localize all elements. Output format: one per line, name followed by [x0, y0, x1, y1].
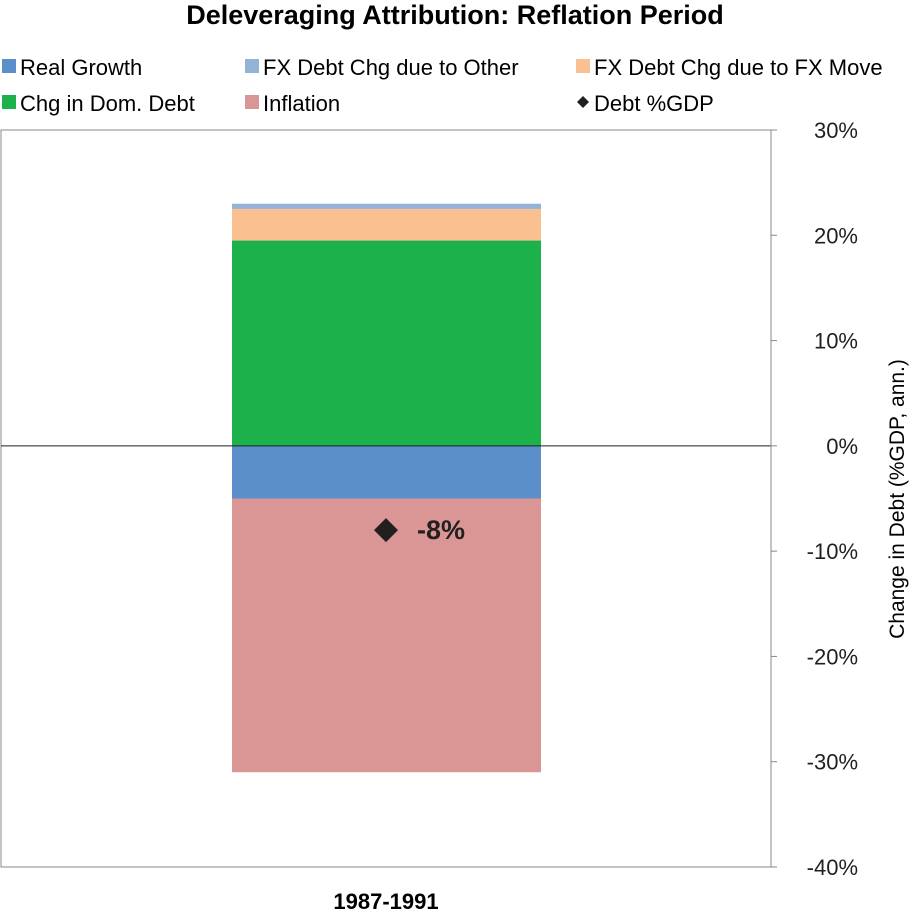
y-axis-ticks: 30% 20% 10% 0% -10% -20% -30% -40% [771, 118, 858, 880]
chart-title: Deleveraging Attribution: Reflation Peri… [186, 0, 724, 30]
debt-gdp-marker [374, 518, 398, 543]
bar-segment-chg-in-dom-debt [232, 240, 541, 446]
legend-label-inflation: Inflation [263, 91, 340, 116]
legend-label-debt-gdp: Debt %GDP [594, 91, 714, 116]
legend-swatch-real-growth [2, 59, 16, 73]
legend-swatch-fx-debt-fx-move [576, 59, 590, 73]
bar-segment-fx-debt-chg-due-to-fx-move [232, 208, 541, 241]
y-tick-label: 30% [814, 118, 858, 143]
debt-gdp-data-label: -8% [417, 515, 465, 545]
legend-label-fx-debt-other: FX Debt Chg due to Other [263, 55, 519, 80]
legend-swatch-fx-debt-other [245, 59, 259, 73]
y-tick-label: -10% [807, 539, 858, 564]
legend-label-fx-debt-fx-move: FX Debt Chg due to FX Move [594, 55, 883, 80]
bar-segment-fx-debt-chg-due-to-other [232, 203, 541, 209]
legend-swatch-inflation [245, 95, 259, 109]
y-axis-title: Change in Debt (%GDP, ann.) [886, 359, 909, 639]
y-tick-label: 20% [814, 223, 858, 248]
legend-label-real-growth: Real Growth [20, 55, 142, 80]
y-tick-label: 0% [826, 434, 858, 459]
y-tick-label: -30% [807, 750, 858, 775]
legend-marker-debt-gdp [577, 96, 589, 108]
y-tick-label: 10% [814, 329, 858, 354]
y-tick-label: -20% [807, 644, 858, 669]
marker-layer: -8% [374, 515, 465, 545]
bar-segment-inflation [232, 498, 541, 773]
category-label: 1987-1991 [333, 889, 438, 911]
bar-stack [232, 203, 541, 773]
legend-swatch-dom-debt [2, 95, 16, 109]
y-tick-label: -40% [807, 855, 858, 880]
legend-label-dom-debt: Chg in Dom. Debt [20, 91, 195, 116]
bar-segment-real-growth [232, 445, 541, 499]
legend: Real Growth FX Debt Chg due to Other FX … [2, 55, 883, 116]
